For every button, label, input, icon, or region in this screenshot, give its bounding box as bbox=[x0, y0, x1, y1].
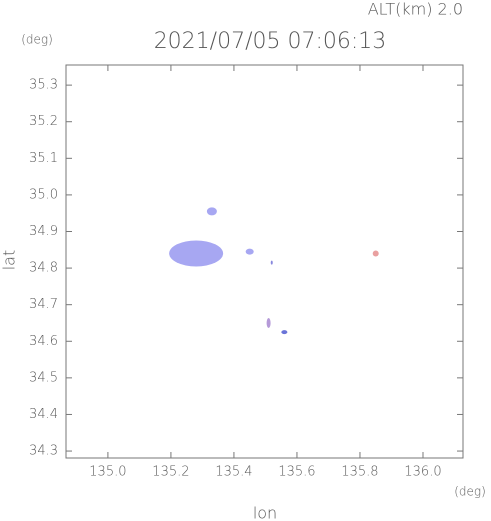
x-tick-label: 135.6 bbox=[278, 465, 315, 480]
echo bbox=[270, 260, 273, 265]
chart-title: 2021/07/05 07:06:13 bbox=[154, 29, 387, 54]
x-tick-label: 135.2 bbox=[152, 465, 189, 480]
echo bbox=[372, 250, 379, 257]
echo bbox=[245, 248, 254, 255]
y-tick-label: 34.6 bbox=[29, 334, 58, 349]
plot-frame bbox=[65, 64, 464, 459]
echo bbox=[206, 207, 217, 216]
y-tick-label: 34.3 bbox=[29, 444, 58, 459]
y-tick-label: 34.8 bbox=[29, 261, 58, 276]
y-tick-label: 34.7 bbox=[29, 297, 58, 312]
y-tick-label: 35.1 bbox=[29, 151, 58, 166]
y-tick-label: 34.9 bbox=[29, 224, 58, 239]
y-axis-label: lat bbox=[0, 250, 19, 271]
x-tick-label: 135.8 bbox=[341, 465, 378, 480]
y-unit: (deg) bbox=[21, 33, 53, 47]
x-tick-label: 136.0 bbox=[404, 465, 441, 480]
y-tick-label: 34.4 bbox=[29, 407, 58, 422]
y-tick-label: 35.0 bbox=[29, 187, 58, 202]
echo bbox=[169, 240, 224, 267]
echo bbox=[266, 317, 271, 328]
x-tick-label: 135.0 bbox=[89, 465, 126, 480]
altitude: ALT(km) 2.0 bbox=[368, 0, 463, 19]
x-tick-label: 135.4 bbox=[215, 465, 252, 480]
x-axis-label: lon bbox=[253, 504, 277, 521]
echo bbox=[281, 330, 288, 335]
y-tick-label: 35.2 bbox=[29, 114, 58, 129]
y-tick-label: 34.5 bbox=[29, 370, 58, 385]
y-tick-label: 35.3 bbox=[29, 78, 58, 93]
x-unit: (deg) bbox=[454, 485, 486, 499]
